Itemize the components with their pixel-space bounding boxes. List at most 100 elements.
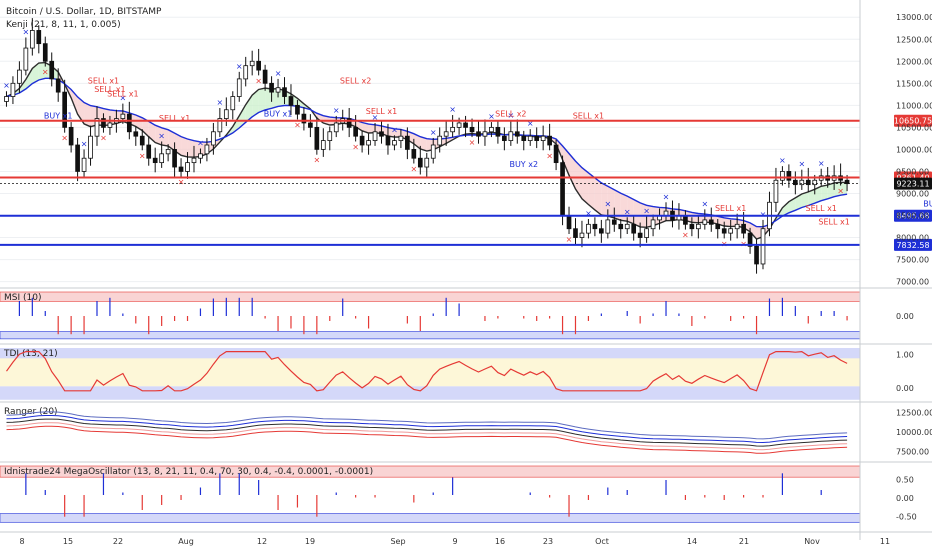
candle-body xyxy=(553,144,559,164)
candle-body xyxy=(185,162,190,172)
candle-body xyxy=(443,131,449,137)
signal-cross: × xyxy=(275,69,282,78)
price-tick-label: 7500.00 xyxy=(896,256,929,265)
signal-cross: × xyxy=(798,160,805,169)
candle-body xyxy=(405,135,410,150)
candle-body xyxy=(844,179,850,185)
band-fill xyxy=(562,145,570,176)
panel-tick-label: -0.50 xyxy=(896,513,917,522)
level-label: 9223.11 xyxy=(896,180,929,189)
candle-body xyxy=(178,166,184,172)
band-fill xyxy=(38,62,46,80)
candle-body xyxy=(527,135,533,141)
signal-label: SELL x1 xyxy=(805,204,836,213)
panel-tick-label: 0.50 xyxy=(896,476,914,485)
price-tick-label: 10500.00 xyxy=(896,123,932,132)
candle-body xyxy=(463,122,468,128)
band-fill xyxy=(620,193,628,222)
candle-body xyxy=(4,96,9,102)
price-tick-label: 8500.00 xyxy=(896,212,929,221)
candle-body xyxy=(689,223,695,230)
candle-body xyxy=(29,30,35,49)
signal-label: SELL x1 xyxy=(366,107,397,116)
signal-cross: × xyxy=(3,81,10,90)
band-fill xyxy=(569,153,576,190)
candle-body xyxy=(721,228,727,234)
candle-body xyxy=(236,78,242,97)
panel-tick-label: 0.00 xyxy=(896,384,914,393)
date-tick-label: 16 xyxy=(495,537,505,546)
candle-body xyxy=(411,149,417,159)
signal-cross: × xyxy=(139,151,146,160)
candle-body xyxy=(747,232,753,247)
candle-body xyxy=(10,82,16,97)
candle-body xyxy=(133,131,139,137)
signal-cross: × xyxy=(23,27,30,36)
candle-body xyxy=(631,223,637,234)
candle-body xyxy=(126,113,132,133)
signal-cross: × xyxy=(410,165,417,174)
panel-title: Ranger (20) xyxy=(4,407,58,417)
band-fill xyxy=(788,197,796,213)
band-fill xyxy=(355,120,363,131)
candle-body xyxy=(308,122,313,128)
candle-body xyxy=(75,144,80,172)
band-fill xyxy=(387,127,395,138)
date-tick-label: 12 xyxy=(257,537,267,546)
candle-body xyxy=(450,126,455,133)
signal-label: BUY x1 xyxy=(264,109,293,118)
band-fill xyxy=(750,222,757,239)
price-axis: 13000.00 12500.00 12000.00 11500.00 11000.00… xyxy=(859,0,932,540)
candle-body xyxy=(301,113,307,124)
panel-title: TDI (13, 21) xyxy=(3,349,58,359)
signal-cross: × xyxy=(643,206,650,215)
band-fill xyxy=(614,189,621,221)
candle-body xyxy=(741,223,746,234)
candle-body xyxy=(372,131,378,141)
price-tick-label: 9500.00 xyxy=(896,167,929,176)
candle-body xyxy=(198,153,203,159)
level-label: 10650.75 xyxy=(894,117,932,126)
signal-cross: × xyxy=(430,128,437,137)
price-tick-label: 8000.00 xyxy=(896,234,929,243)
signal-cross: × xyxy=(216,98,223,107)
band-fill xyxy=(594,177,602,216)
candle-body xyxy=(217,118,223,133)
panel-tick-label: 0.00 xyxy=(896,494,914,503)
candle-body xyxy=(269,82,274,93)
candle-body xyxy=(101,118,106,128)
band-fill xyxy=(420,136,427,152)
candle-body xyxy=(320,140,326,150)
candle-body xyxy=(146,144,152,159)
band-fill xyxy=(633,199,641,227)
signal-label: BUY x2 xyxy=(509,160,538,169)
candle-body xyxy=(223,109,229,119)
candle-body xyxy=(139,135,145,146)
ranger-line xyxy=(6,422,848,451)
date-tick-label: 21 xyxy=(739,537,749,546)
candle-body xyxy=(243,65,249,80)
band-fill xyxy=(808,189,815,206)
candle-body xyxy=(288,96,294,106)
band-fill xyxy=(607,186,615,218)
candle-body xyxy=(618,223,624,230)
candle-body xyxy=(430,144,436,159)
candle-body xyxy=(715,223,721,230)
ranger-line xyxy=(6,425,848,454)
candle-body xyxy=(728,228,734,234)
candle-body xyxy=(683,215,688,225)
panel-tick-label: 1.00 xyxy=(896,350,914,359)
candle-body xyxy=(191,157,197,164)
candle-body xyxy=(398,135,404,141)
time-axis: 8 15 22 Aug 12 19 Sep 9 16 23 Oct 14 21 Nov 11 xyxy=(0,531,932,546)
price-tick-label: 13000.00 xyxy=(896,13,932,22)
candle-body xyxy=(637,232,643,238)
signal-cross: × xyxy=(837,187,844,196)
date-tick-label: Nov xyxy=(804,537,820,546)
candle-body xyxy=(417,157,423,168)
ranger-line xyxy=(6,418,848,447)
level-label: 8495.68 xyxy=(896,212,929,221)
date-tick-label: 14 xyxy=(687,537,697,546)
band-fill xyxy=(168,129,175,151)
candle-body xyxy=(68,126,74,146)
